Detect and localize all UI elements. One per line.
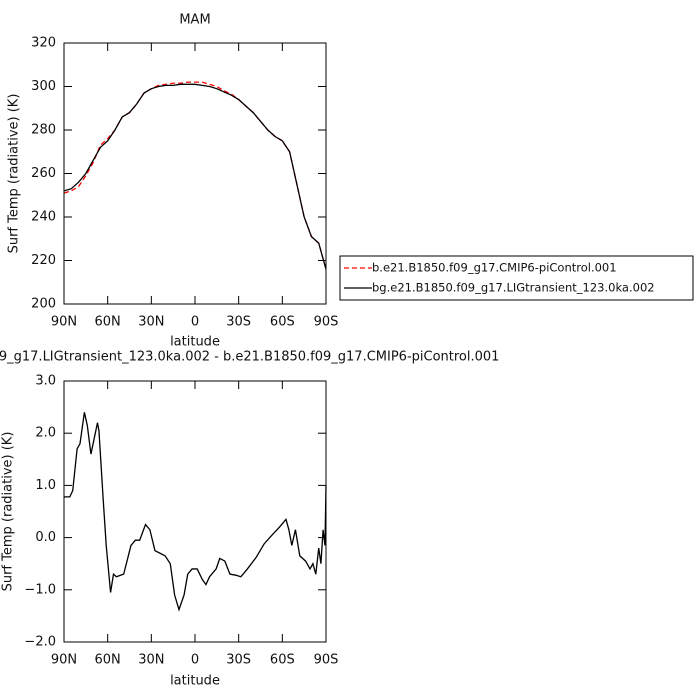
y-tick-label: 0.0 <box>35 530 56 545</box>
y-tick-label: 200 <box>31 297 56 312</box>
legend-label: b.e21.B1850.f09_g17.CMIP6-piControl.001 <box>372 261 617 275</box>
x-axis-label: latitude <box>170 335 220 350</box>
y-tick-label: 2.0 <box>35 426 56 441</box>
y-tick-label: 300 <box>31 79 56 94</box>
data-line <box>63 83 327 270</box>
x-tick-label: 90N <box>51 315 77 330</box>
x-tick-label: 60S <box>270 315 295 330</box>
x-tick-label: 0 <box>191 653 199 668</box>
x-tick-label: 60N <box>95 653 121 668</box>
x-tick-label: 90N <box>51 653 77 668</box>
legend: b.e21.B1850.f09_g17.CMIP6-piControl.001b… <box>339 255 694 301</box>
y-tick-label: 1.0 <box>35 478 56 493</box>
y-axis-label: Surf Temp (radiative) (K) <box>7 94 22 254</box>
data-line <box>63 81 327 270</box>
x-tick-label: 30S <box>226 315 251 330</box>
x-axis-label: latitude <box>170 674 220 689</box>
y-tick-label: −2.0 <box>24 635 56 650</box>
plot-frame <box>63 42 327 305</box>
legend-box <box>339 255 694 301</box>
chart-title: MAM <box>179 13 210 28</box>
x-tick-label: 90S <box>314 653 339 668</box>
data-line <box>64 412 327 612</box>
chart-title: bg.e21.B1850.f09_g17.LIGtransient_123.0k… <box>0 350 499 365</box>
legend-label: bg.e21.B1850.f09_g17.LIGtransient_123.0k… <box>372 281 655 295</box>
y-tick-label: 320 <box>31 36 56 51</box>
x-tick-label: 60N <box>95 315 121 330</box>
y-tick-label: 3.0 <box>35 374 56 389</box>
y-axis-label: Surf Temp (radiative) (K) <box>1 432 16 592</box>
x-tick-label: 30S <box>226 653 251 668</box>
y-tick-label: 240 <box>31 210 56 225</box>
y-tick-label: −1.0 <box>24 582 56 597</box>
y-tick-label: 280 <box>31 123 56 138</box>
y-tick-label: 260 <box>31 166 56 181</box>
plot-frame <box>63 380 327 643</box>
x-tick-label: 30N <box>138 315 164 330</box>
x-tick-label: 90S <box>314 315 339 330</box>
y-tick-label: 220 <box>31 253 56 268</box>
x-tick-label: 30N <box>138 653 164 668</box>
x-tick-label: 0 <box>191 315 199 330</box>
x-tick-label: 60S <box>270 653 295 668</box>
